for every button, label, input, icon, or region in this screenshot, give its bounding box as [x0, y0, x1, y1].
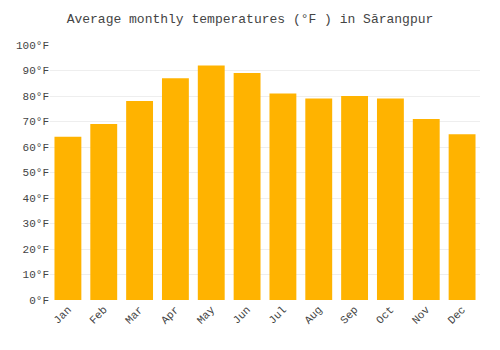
- svg-text:May: May: [195, 304, 218, 327]
- svg-text:Feb: Feb: [87, 304, 109, 326]
- svg-text:Jul: Jul: [266, 304, 288, 326]
- svg-text:Nov: Nov: [410, 304, 433, 327]
- svg-text:0°F: 0°F: [29, 295, 49, 307]
- svg-text:Sep: Sep: [338, 304, 360, 326]
- svg-text:Mar: Mar: [123, 304, 145, 326]
- svg-text:Apr: Apr: [159, 304, 181, 326]
- svg-text:Average monthly temperatures (: Average monthly temperatures (°F ) in Sā…: [67, 12, 434, 27]
- svg-text:70°F: 70°F: [23, 116, 49, 128]
- svg-text:50°F: 50°F: [23, 167, 49, 179]
- svg-text:20°F: 20°F: [23, 244, 49, 256]
- svg-text:Jun: Jun: [231, 304, 253, 326]
- svg-text:40°F: 40°F: [23, 193, 49, 205]
- svg-text:Dec: Dec: [446, 304, 468, 326]
- svg-text:80°F: 80°F: [23, 91, 49, 103]
- svg-text:100°F: 100°F: [16, 40, 49, 52]
- svg-text:90°F: 90°F: [23, 65, 49, 77]
- svg-text:Aug: Aug: [302, 304, 324, 326]
- svg-text:30°F: 30°F: [23, 218, 49, 230]
- svg-text:10°F: 10°F: [23, 269, 49, 281]
- svg-text:60°F: 60°F: [23, 142, 49, 154]
- svg-text:Jan: Jan: [51, 304, 73, 326]
- svg-text:Oct: Oct: [374, 304, 396, 326]
